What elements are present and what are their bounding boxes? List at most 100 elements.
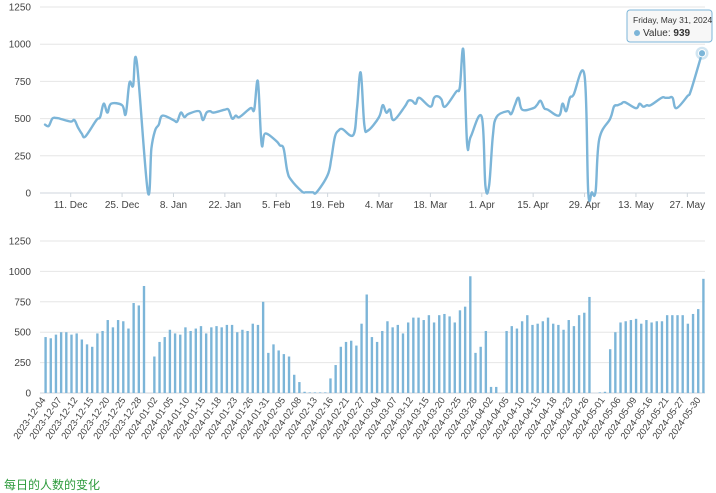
bar[interactable]: [142, 285, 146, 393]
hover-point[interactable]: [697, 49, 707, 58]
bar[interactable]: [438, 315, 441, 393]
bar[interactable]: [614, 332, 617, 393]
bar[interactable]: [96, 333, 99, 393]
bar[interactable]: [194, 328, 197, 393]
bar[interactable]: [681, 315, 684, 393]
bar[interactable]: [303, 391, 306, 393]
bar[interactable]: [334, 365, 337, 393]
bar[interactable]: [463, 306, 467, 393]
bar[interactable]: [375, 341, 379, 393]
bar[interactable]: [412, 317, 415, 393]
bar[interactable]: [225, 324, 229, 393]
bar[interactable]: [686, 323, 690, 393]
bar[interactable]: [59, 332, 63, 393]
bar[interactable]: [448, 316, 451, 393]
bar[interactable]: [370, 337, 374, 393]
bar[interactable]: [634, 318, 638, 393]
bar[interactable]: [484, 330, 488, 393]
bar[interactable]: [287, 356, 291, 393]
bar[interactable]: [230, 324, 234, 393]
bar[interactable]: [189, 330, 192, 393]
bar[interactable]: [458, 310, 462, 393]
bar[interactable]: [489, 386, 493, 393]
bar[interactable]: [557, 324, 560, 393]
bar[interactable]: [567, 320, 570, 393]
bar[interactable]: [515, 328, 519, 393]
bar[interactable]: [204, 333, 208, 393]
bar[interactable]: [406, 322, 410, 393]
bar[interactable]: [127, 328, 130, 393]
bar[interactable]: [505, 330, 508, 393]
bar[interactable]: [344, 341, 348, 393]
bar[interactable]: [199, 326, 203, 393]
bar[interactable]: [432, 322, 436, 393]
bar[interactable]: [665, 315, 669, 393]
bar[interactable]: [132, 303, 135, 393]
bar[interactable]: [474, 352, 477, 393]
bar[interactable]: [54, 334, 58, 393]
bar[interactable]: [137, 305, 141, 393]
bar[interactable]: [101, 330, 104, 393]
bar[interactable]: [588, 296, 591, 393]
bar[interactable]: [106, 320, 109, 393]
bar[interactable]: [526, 315, 529, 393]
bar[interactable]: [158, 341, 161, 393]
bar[interactable]: [75, 333, 78, 393]
bar[interactable]: [111, 327, 115, 393]
bar[interactable]: [520, 321, 524, 393]
bar[interactable]: [179, 334, 182, 393]
bar[interactable]: [261, 301, 265, 393]
bar[interactable]: [546, 317, 550, 393]
bar[interactable]: [676, 315, 679, 393]
bar[interactable]: [427, 315, 431, 393]
bar[interactable]: [691, 313, 695, 393]
bar[interactable]: [572, 326, 576, 393]
bar[interactable]: [479, 346, 482, 393]
bar[interactable]: [422, 320, 425, 393]
bar[interactable]: [329, 378, 332, 393]
bar[interactable]: [70, 334, 73, 393]
bar[interactable]: [417, 317, 420, 393]
bar[interactable]: [619, 322, 622, 393]
bar[interactable]: [640, 323, 643, 393]
bar[interactable]: [85, 344, 89, 393]
bar[interactable]: [210, 327, 213, 393]
bar[interactable]: [163, 337, 166, 393]
bar[interactable]: [350, 340, 353, 393]
bar[interactable]: [697, 309, 700, 393]
bar[interactable]: [391, 327, 394, 393]
bar[interactable]: [469, 276, 472, 393]
bar[interactable]: [562, 329, 565, 393]
bar[interactable]: [318, 392, 322, 393]
bar[interactable]: [168, 329, 172, 393]
bar[interactable]: [173, 333, 177, 393]
bar[interactable]: [65, 332, 68, 393]
bar[interactable]: [401, 333, 405, 393]
bar[interactable]: [453, 322, 456, 393]
bar[interactable]: [629, 320, 633, 393]
bar[interactable]: [603, 391, 607, 393]
bar[interactable]: [552, 323, 555, 393]
bar[interactable]: [246, 330, 249, 393]
bar[interactable]: [365, 294, 368, 394]
bar[interactable]: [324, 392, 327, 393]
bar[interactable]: [660, 321, 664, 393]
bar[interactable]: [541, 321, 545, 393]
bar[interactable]: [650, 322, 653, 393]
bar[interactable]: [531, 324, 534, 393]
bar[interactable]: [220, 327, 223, 393]
bar[interactable]: [308, 392, 311, 393]
bar[interactable]: [536, 323, 539, 393]
bar[interactable]: [495, 386, 498, 393]
bar[interactable]: [49, 338, 52, 393]
bar[interactable]: [153, 356, 156, 393]
bar[interactable]: [386, 321, 389, 393]
bar[interactable]: [583, 312, 586, 393]
bar[interactable]: [267, 352, 270, 393]
bar[interactable]: [215, 326, 218, 393]
bar[interactable]: [256, 324, 260, 393]
bar[interactable]: [298, 382, 301, 393]
bar[interactable]: [122, 321, 125, 393]
bar[interactable]: [381, 330, 384, 393]
bar[interactable]: [671, 315, 674, 393]
